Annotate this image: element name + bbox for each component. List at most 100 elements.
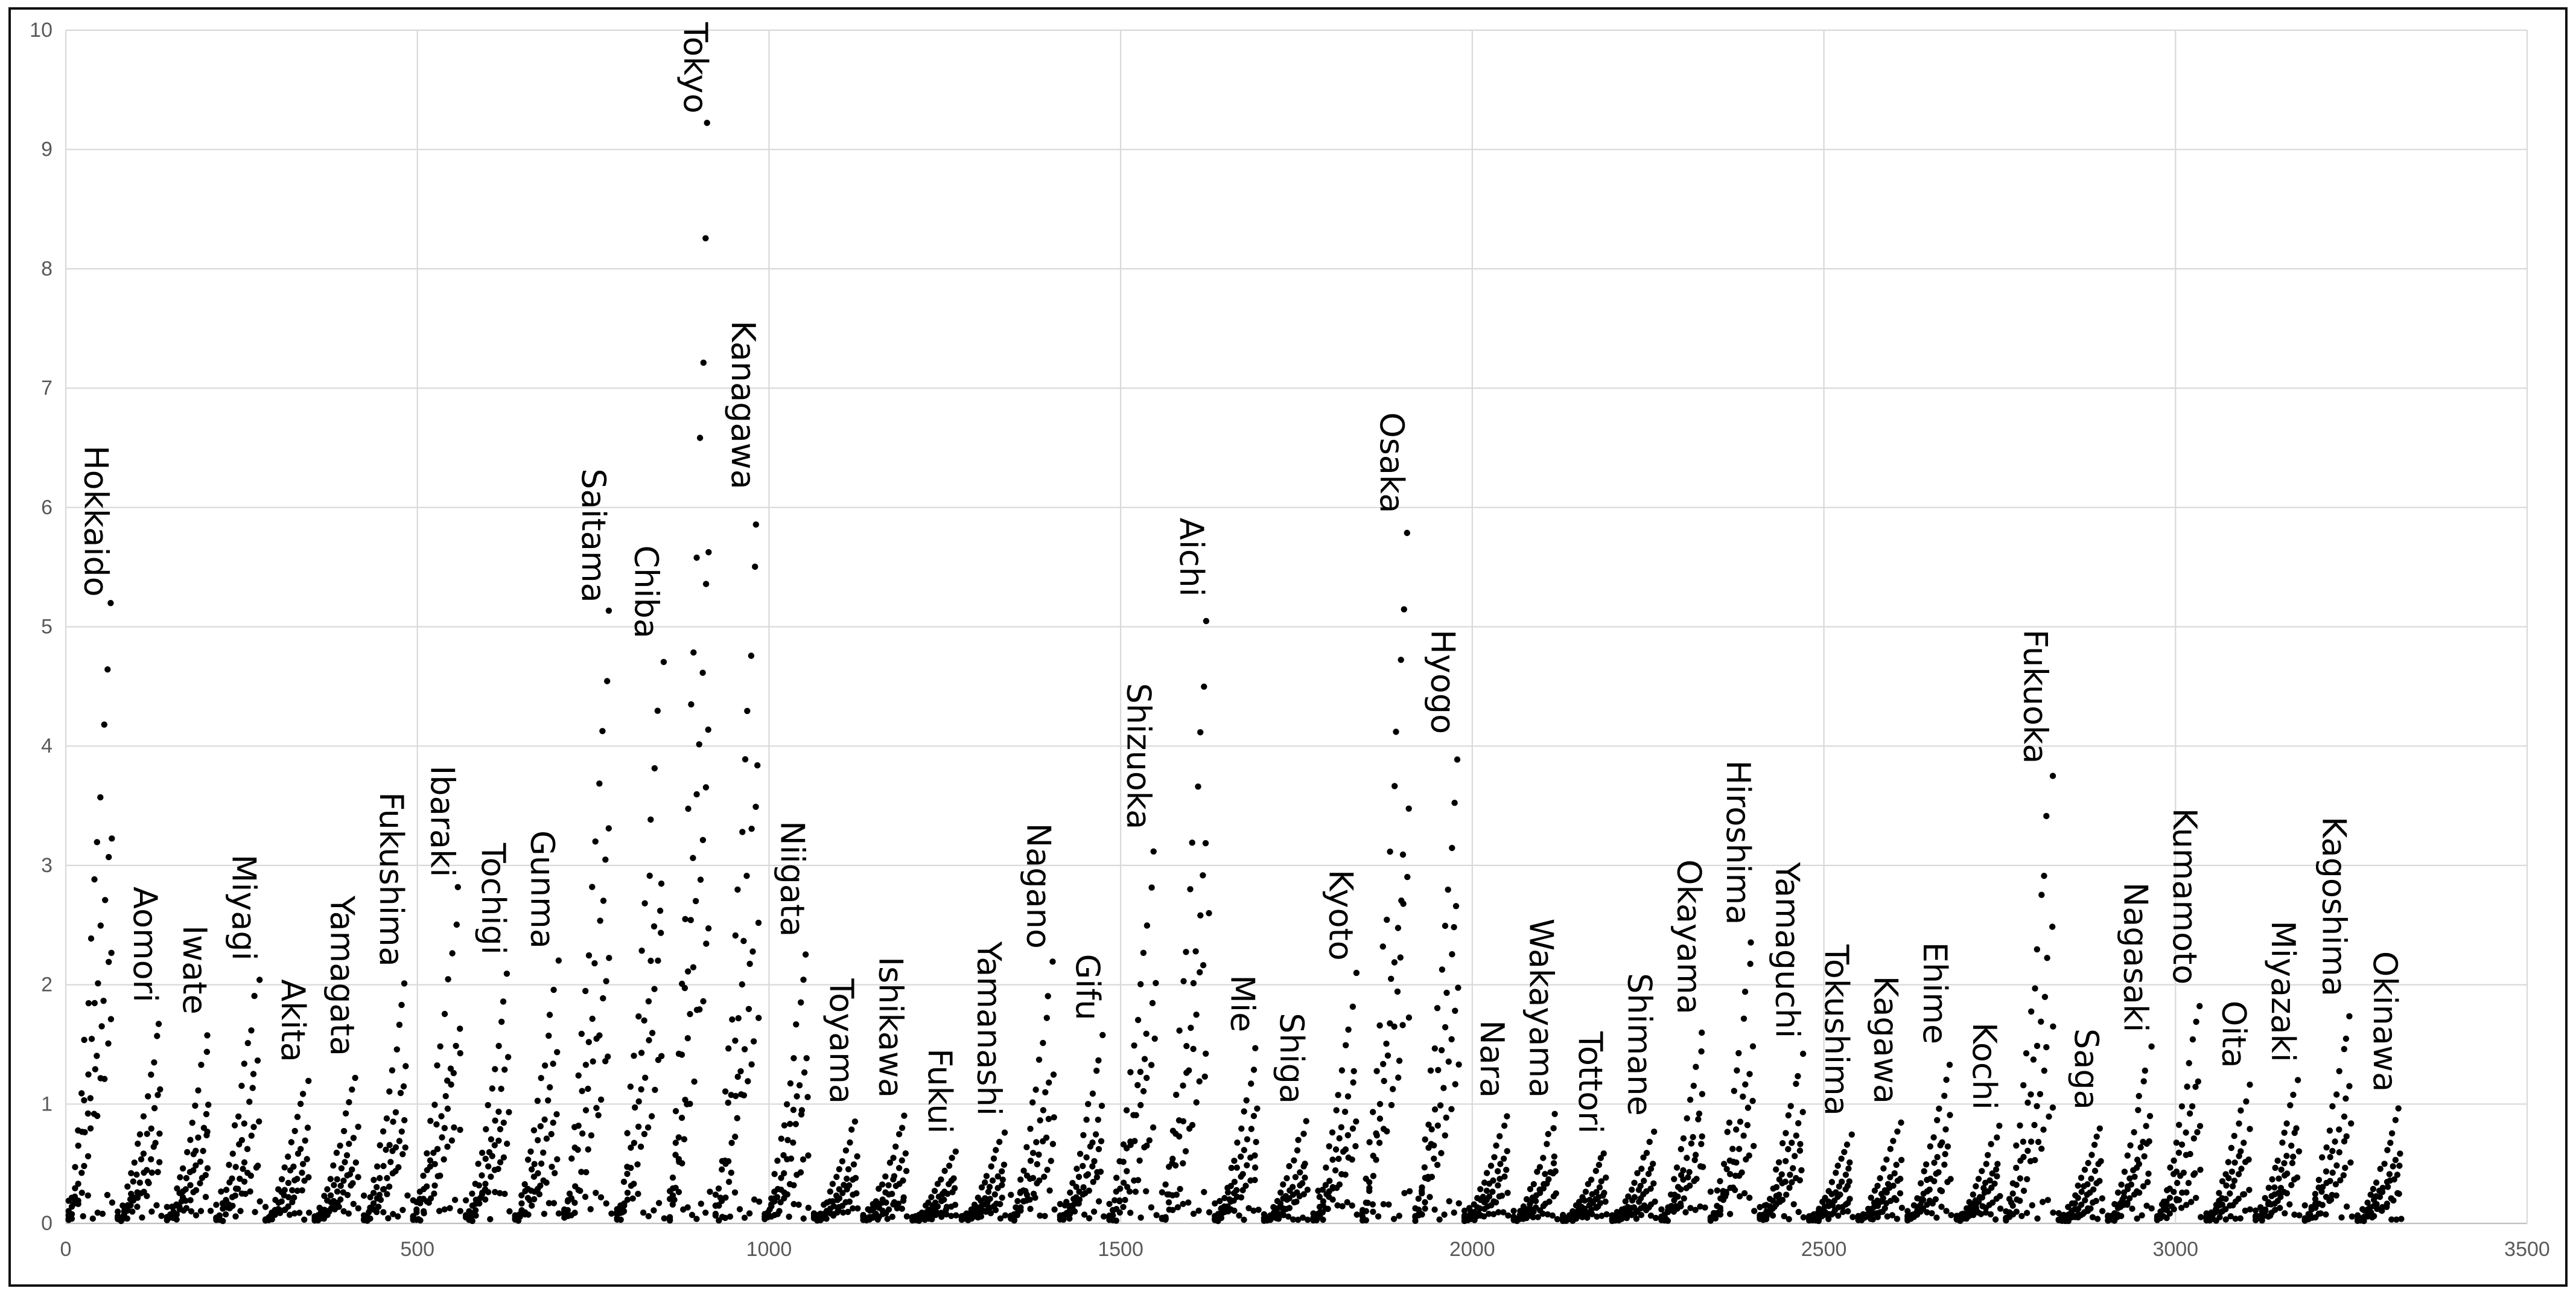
data-point [1338,1124,1344,1130]
data-point [722,1194,729,1201]
prefecture-label: Yamaguchi [1768,861,1806,1038]
data-point [1782,1178,1789,1185]
data-point [492,1117,498,1124]
data-point [1871,1187,1878,1194]
data-point [164,1203,170,1211]
data-point [107,1016,115,1022]
data-point [2020,1187,2027,1194]
data-point [495,1137,502,1144]
prefecture-label: Saga [2067,1028,2105,1110]
data-point [2235,1171,2242,1178]
data-point [781,1122,788,1129]
data-point [1092,1131,1099,1138]
data-point [830,1203,838,1210]
data-point [2384,1147,2391,1153]
data-point [291,1194,297,1201]
data-point [1176,1133,1183,1140]
data-point [119,1202,126,1209]
data-point [2096,1178,2103,1184]
data-point [545,1032,552,1039]
data-point [1335,1092,1341,1098]
data-point [1231,1179,1238,1185]
prefecture-label: Shizuoka [1119,683,1157,830]
data-point [1069,1179,1076,1187]
data-point [1731,1088,1737,1094]
data-point [2277,1194,2284,1200]
data-point [479,1149,486,1156]
data-point [1776,1191,1783,1198]
data-point [1397,954,1404,961]
data-point [2082,1197,2088,1203]
data-point [585,1039,592,1045]
data-point [1384,1052,1391,1059]
data-point [438,1113,445,1120]
data-point [2346,1013,2353,1020]
data-point [645,998,652,1005]
data-point [577,1187,584,1194]
data-point [1983,1161,1989,1167]
data-point [2327,1196,2335,1203]
data-point [1218,1214,1225,1222]
data-point [2291,1211,2298,1218]
data-point [2386,1171,2393,1178]
data-point [1106,1200,1113,1208]
data-point [1789,1139,1795,1146]
data-point [746,960,753,967]
data-point [2134,1215,2140,1222]
data-point [246,1098,253,1105]
data-point [1315,1187,1321,1194]
data-point [2168,1203,2175,1210]
data-point [2013,1208,2020,1215]
data-point [836,1166,843,1173]
data-point [1717,1178,1723,1185]
data-point [946,1162,953,1169]
data-point [1201,1073,1208,1080]
data-point [535,1137,541,1144]
data-point [731,1189,739,1196]
data-point [1251,1164,1259,1171]
data-point [1520,1206,1527,1213]
data-point [1501,1173,1508,1180]
prefecture-label: Gifu [1069,954,1107,1020]
data-point [2192,1083,2199,1090]
data-point [92,1066,98,1072]
prefecture-label: Gunma [524,830,562,949]
data-point [1390,1216,1398,1222]
data-point [1116,1197,1123,1204]
data-point [1344,1199,1350,1206]
data-point [1931,1178,1938,1185]
data-point [183,1174,190,1182]
data-point [424,1150,430,1157]
data-point [1483,1187,1490,1194]
data-point [254,1057,261,1064]
data-point [1452,1007,1458,1015]
data-point [192,1102,199,1109]
data-point [223,1197,229,1203]
data-point [235,1113,242,1120]
data-point [1609,1213,1615,1220]
data-point [1775,1159,1783,1166]
data-point [2050,1023,2056,1030]
data-point [1646,1138,1653,1146]
data-point [500,1120,507,1126]
data-point [606,955,612,961]
prefecture-label: Tokushima [1818,944,1856,1116]
data-point [2390,1197,2397,1204]
data-point [725,1099,731,1106]
data-point [2184,1083,2190,1090]
data-point [1897,1176,1904,1182]
data-point [1796,1177,1803,1184]
data-point [666,1188,673,1194]
data-point [1989,1199,1996,1206]
data-point [1238,1153,1244,1160]
data-point [845,1208,851,1216]
data-point [1643,1150,1650,1156]
data-point [222,1211,229,1218]
data-point [1933,1214,1940,1221]
data-point [2227,1213,2234,1220]
data-point [1783,1130,1789,1136]
data-point [99,1210,106,1217]
data-point [1326,1143,1332,1150]
data-point [2163,1215,2170,1222]
data-point [108,949,115,957]
